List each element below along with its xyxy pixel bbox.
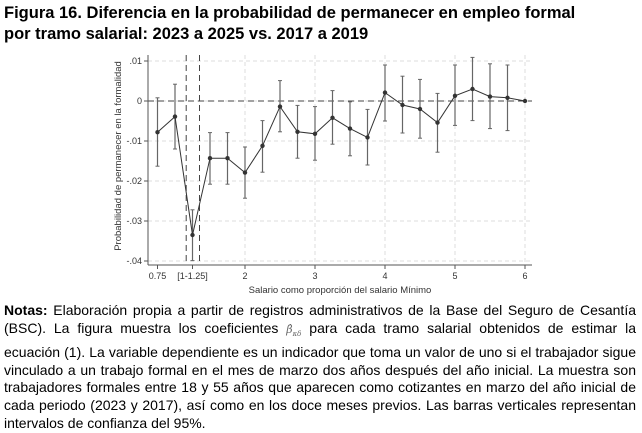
notes-text-1: Elaboración propia a partir de registros… [4,302,636,336]
figure-title-line-2: por tramo salarial: 2023 a 2025 vs. 2017… [4,25,369,43]
coefficient-line [157,88,526,236]
coefficient-point [435,120,440,125]
coefficient-point [260,143,265,148]
coefficient-point [417,106,423,112]
coefficient-point [487,94,493,99]
x-tick-label: 0.75 [149,271,167,281]
coefficient-chart: .01 0 -.01 -.02 -.03 -.04 0.75 [1-1.25] 2 3 4 5 6 Sa… [113,55,532,296]
coefficient-point [312,131,318,136]
coefficient-point [172,114,178,119]
x-tick-label: 2 [242,271,247,281]
y-axis-label: Probabilidad de permanecer en la formali… [113,61,124,251]
notes-text-2: para cada tramo salarial obtenidos de es… [4,319,636,431]
coefficient-point [470,86,475,92]
y-tick-label: -.03 [126,216,142,226]
y-tick-label: .01 [129,56,142,66]
figure-title: Figura 16. Diferencia en la probabilidad… [4,3,640,45]
beta-coefficient-symbol: β̂κδ [286,322,302,338]
coefficient-point [190,232,195,238]
coefficient-points [155,86,528,238]
coefficient-point [505,95,510,100]
x-tick-label: 5 [452,271,457,281]
y-tick-label: 0 [137,96,142,106]
axes: .01 0 -.01 -.02 -.03 -.04 0.75 [1-1.25] 2 3 4 5 6 [126,55,532,281]
coefficient-point [207,156,213,161]
coefficient-point [452,93,458,98]
x-tick-label: 6 [522,271,527,281]
reference-lines [148,55,532,265]
coefficient-point [330,115,335,121]
x-tick-label: 4 [382,271,387,281]
y-tick-label: -.01 [126,136,142,146]
coefficient-point [295,129,300,134]
x-tick-label: [1-1.25] [177,271,208,281]
coefficient-point [347,126,353,131]
y-tick-label: -.04 [126,256,142,266]
coefficient-point [522,98,528,104]
coefficient-point [155,130,160,135]
figure-title-line-1: Figura 16. Diferencia en la probabilidad… [4,4,576,22]
coefficient-point [365,135,370,140]
coefficient-point [400,102,405,108]
x-tick-label: 3 [312,271,317,281]
figure-notes: Notas: Elaboración propia a partir de re… [4,302,636,433]
beta-subscript: κδ [292,329,302,338]
beta-symbol: β̂ [286,322,293,336]
coefficient-point [277,104,283,109]
coefficient-point [382,90,388,95]
x-axis-label: Salario como proporción del salario Míni… [249,285,432,296]
notes-label: Notas: [4,302,48,318]
y-tick-label: -.02 [126,176,142,186]
coefficient-point [225,156,230,161]
coefficient-point [242,170,248,175]
grid [148,55,532,265]
